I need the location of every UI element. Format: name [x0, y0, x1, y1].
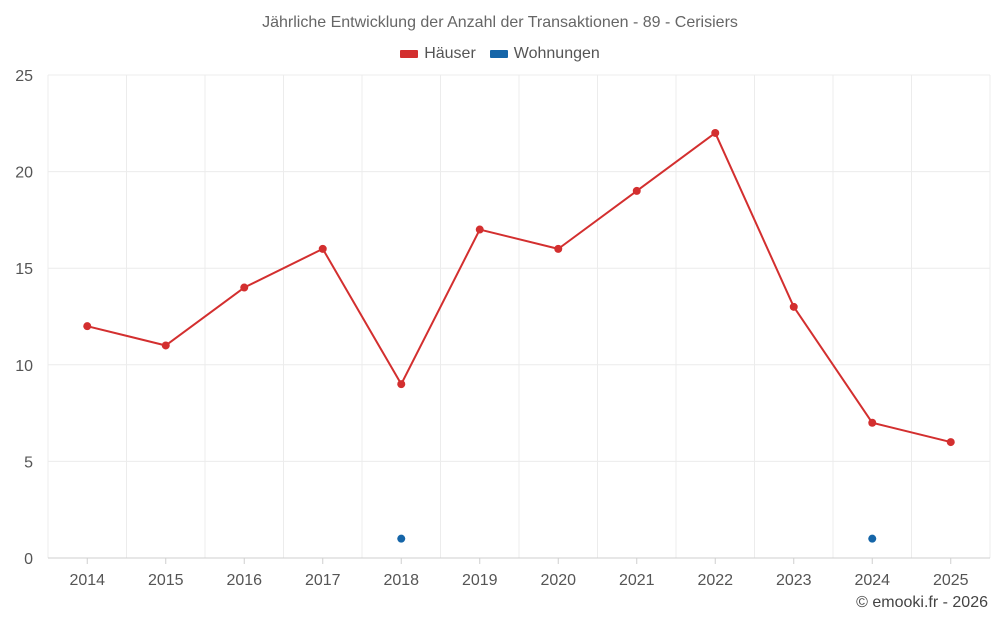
- x-tick-label-2020: 2020: [540, 572, 576, 589]
- series-line-haeuser: [87, 131, 951, 444]
- y-tick-label-0: 0: [24, 551, 33, 568]
- x-tick-label-2024: 2024: [854, 572, 890, 589]
- series-layer: [83, 128, 955, 543]
- y-tick-label-15: 15: [15, 261, 33, 278]
- y-tick-label-20: 20: [15, 165, 33, 182]
- x-tick-label-2015: 2015: [148, 572, 184, 589]
- data-point-wohnungen-2018: [397, 534, 406, 543]
- legend-label-haeuser: Häuser: [424, 45, 476, 62]
- data-point-haeuser-2020: [554, 244, 563, 253]
- data-point-haeuser-2018: [397, 380, 406, 389]
- legend-swatch-wohnungen: [489, 50, 508, 58]
- x-tick-label-2025: 2025: [933, 572, 969, 589]
- data-point-haeuser-2017: [318, 244, 327, 253]
- data-point-haeuser-2015: [161, 341, 170, 350]
- data-point-haeuser-2014: [83, 322, 92, 331]
- grid: [47, 74, 991, 558]
- data-point-haeuser-2023: [789, 302, 798, 311]
- x-tick-label-2021: 2021: [619, 572, 655, 589]
- y-tick-label-10: 10: [15, 358, 33, 375]
- data-point-wohnungen-2024: [868, 534, 877, 543]
- x-tick-label-2019: 2019: [462, 572, 498, 589]
- data-point-haeuser-2024: [868, 418, 877, 427]
- data-point-haeuser-2016: [240, 283, 249, 292]
- legend: Häuser Wohnungen: [0, 45, 1000, 63]
- x-tick-label-2018: 2018: [383, 572, 419, 589]
- data-point-haeuser-2025: [946, 438, 955, 447]
- chart-title: Jährliche Entwicklung der Anzahl der Tra…: [262, 14, 738, 31]
- legend-swatch-haeuser: [400, 50, 419, 58]
- x-tick-label-2022: 2022: [697, 572, 733, 589]
- legend-label-wohnungen: Wohnungen: [513, 45, 600, 62]
- x-tick-label-2016: 2016: [226, 572, 262, 589]
- legend-item-haeuser[interactable]: Häuser: [400, 45, 476, 63]
- data-point-haeuser-2021: [632, 186, 641, 195]
- x-tick-label-2017: 2017: [305, 572, 341, 589]
- x-tick-label-2014: 2014: [69, 572, 105, 589]
- data-point-haeuser-2022: [711, 128, 720, 137]
- x-tick-label-2023: 2023: [776, 572, 812, 589]
- legend-item-wohnungen[interactable]: Wohnungen: [489, 45, 600, 63]
- credit-text: © emooki.fr - 2026: [856, 594, 988, 611]
- data-point-haeuser-2019: [475, 225, 484, 234]
- y-tick-label-5: 5: [24, 454, 33, 471]
- y-tick-label-25: 25: [15, 68, 33, 85]
